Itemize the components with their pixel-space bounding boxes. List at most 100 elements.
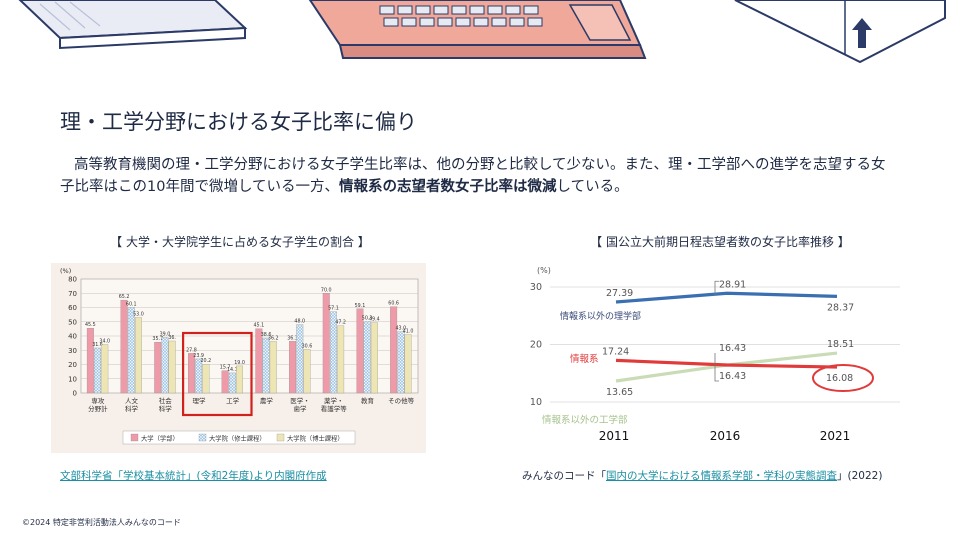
- chart1-data-label: 41.0: [403, 329, 414, 335]
- chart1-ytick-label: 20: [68, 361, 77, 369]
- chart1-bar: [296, 324, 304, 394]
- chart1-data-label: 39.0: [160, 331, 171, 337]
- chart1-bar: [322, 293, 330, 394]
- chart2-data-label: 17.24: [602, 346, 629, 357]
- chart1-category-label: 工学: [226, 396, 240, 405]
- chart1-bar: [289, 341, 296, 394]
- chart1-data-label: 45.5: [85, 322, 96, 328]
- chart1-category-label: 分野計: [88, 404, 108, 413]
- chart2-highlight-ellipse: [812, 364, 874, 393]
- chart2-xtick-label: 2021: [820, 429, 851, 443]
- chart1-data-label: 48.0: [294, 319, 305, 325]
- page-description: 高等教育機関の理・工学分野における女子学生比率は、他の分野と比較して少ない。また…: [60, 154, 900, 198]
- chart2-panel: (%) 10 20 30 2011 2016 2021 27.39 28.91 28.37 17.2…: [520, 262, 910, 447]
- chart1-data-label: 45.1: [254, 323, 265, 329]
- chart1-bar: [337, 325, 345, 394]
- chart1-legend-label: 大学院（修士課程）: [209, 434, 266, 443]
- chart1-bar: [370, 322, 378, 394]
- description-highlight: 情報系の志望者数女子比率は微減: [339, 179, 557, 195]
- chart2-series-line: [615, 291, 838, 304]
- chart1-category-label: その他等: [388, 396, 415, 405]
- chart1-category-label: 歯学: [294, 404, 308, 413]
- chart2-data-label: 28.37: [827, 302, 854, 313]
- chart1-bar: [221, 370, 229, 394]
- chart2-data-label: 27.39: [606, 288, 633, 299]
- chart1-ytick-label: 50: [68, 318, 77, 326]
- chart1-bar: [94, 347, 101, 394]
- chart1-category-label: 専攻: [91, 396, 105, 405]
- chart2-series-name: 情報系以外の工学部: [542, 414, 628, 426]
- chart2-data-label: 18.51: [827, 339, 854, 350]
- chart1-data-label: 50.3: [362, 315, 373, 321]
- chart1-panel: (%) 0 10 20 30 40 50 60 70 80 45.5 31.6 34.0 専攻 分野計 65.…: [51, 263, 426, 453]
- source-right-link[interactable]: 国内の大学における情報系学部・学科の実態調査: [606, 470, 837, 482]
- chart1-legend-label: 大学（学部）: [141, 434, 179, 443]
- chart1-data-label: 60.6: [388, 301, 399, 307]
- chart1-category-label: 農学: [260, 396, 274, 405]
- chart2-series-line: [615, 358, 838, 369]
- chart2-svg: (%) 10 20 30 2011 2016 2021 27.39 28.91 28.37 17.2…: [530, 266, 900, 443]
- chart2-data-label: 13.65: [606, 387, 633, 398]
- chart1-ytick-label: 40: [68, 333, 77, 341]
- chart2-xtick-label: 2016: [710, 429, 741, 443]
- chart1-data-label: 38.6: [261, 332, 272, 338]
- chart1-bar: [356, 308, 364, 394]
- source-left[interactable]: 文部科学省「学校基本統計」(令和2年度)より内閣府作成: [60, 468, 327, 483]
- chart1-data-label: 59.1: [355, 303, 366, 309]
- chart2-data-label: 16.43: [719, 371, 746, 382]
- chart1-data-label: 27.8: [186, 347, 197, 353]
- chart1-bar: [269, 341, 277, 394]
- chart1-ytick-label: 70: [68, 290, 77, 298]
- chart1-category-label: 教育: [361, 396, 375, 405]
- chart1-data-label: 36.3: [287, 335, 298, 341]
- source-right: みんなのコード「国内の大学における情報系学部・学科の実態調査」(2022): [522, 468, 882, 483]
- chart2-ytick-label: 10: [530, 397, 542, 408]
- page-title: 理・工学分野における女子比率に偏り: [60, 110, 417, 134]
- chart1-ytick-label: 10: [68, 375, 77, 383]
- chart1-category-label: 人文: [125, 396, 139, 405]
- chart1-data-label: 57.1: [328, 306, 339, 312]
- chart1-legend: 大学（学部） 大学院（修士課程） 大学院（博士課程）: [122, 430, 356, 445]
- source-right-suffix: 」(2022): [837, 470, 883, 482]
- chart2-unit-label: (%): [537, 266, 551, 275]
- chart1-ytick-label: 80: [68, 276, 77, 284]
- chart2-data-label: 28.91: [719, 279, 746, 290]
- chart2-series-name: 情報系: [570, 353, 599, 365]
- chart1-data-label: 23.9: [193, 353, 204, 359]
- chart1-bar: [195, 358, 203, 394]
- chart1-data-label: 53.0: [133, 311, 144, 317]
- chart1-data-label: 60.1: [126, 301, 137, 307]
- chart1-legend-swatch: [276, 433, 285, 442]
- chart1-bar: [404, 334, 412, 394]
- box-illustration: [734, 0, 946, 64]
- source-left-link[interactable]: 文部科学省「学校基本統計」(令和2年度)より内閣府作成: [60, 470, 327, 482]
- chart1-data-label: 36.: [168, 335, 176, 341]
- chart1-data-label: 20.2: [201, 358, 212, 364]
- book-illustration: [18, 0, 248, 50]
- chart2-bracket: [714, 353, 719, 382]
- chart1-bar: [187, 353, 195, 394]
- chart1-bar: [390, 306, 398, 394]
- chart1-data-label: 14.1: [227, 367, 238, 373]
- chart1-bar: [135, 317, 142, 394]
- chart1-legend-swatch: [130, 433, 139, 442]
- chart1-data-label: 65.2: [119, 294, 130, 300]
- chart1-bar: [228, 372, 236, 394]
- chart1-data-label: 49.4: [369, 317, 380, 323]
- chart1-ytick-label: 30: [68, 347, 77, 355]
- chart1-category-label: 科学: [125, 404, 139, 413]
- chart1-bar: [120, 299, 128, 394]
- chart1-bar: [262, 337, 270, 394]
- chart1-category-label: 薬学・: [324, 396, 344, 405]
- chart1-category-label: 社会: [159, 396, 173, 405]
- chart1-bar: [363, 321, 371, 394]
- description-end: している。: [556, 179, 629, 195]
- chart1-bar: [154, 341, 162, 394]
- chart2-series-name: 情報系以外の理学部: [560, 310, 641, 322]
- chart2-highlight-label: 16.08: [826, 373, 853, 384]
- chart1-data-label: 30.6: [302, 343, 313, 349]
- laptop-illustration: [308, 0, 647, 59]
- header-illustration: [18, 0, 946, 64]
- chart2-ytick-label: 30: [530, 282, 542, 293]
- chart1-category-label: 科学: [159, 404, 173, 413]
